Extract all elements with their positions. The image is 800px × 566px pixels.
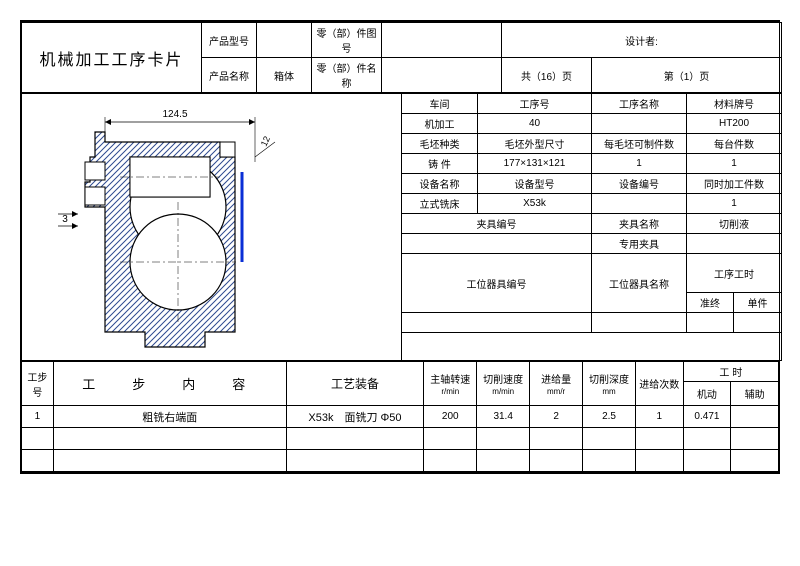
coolant xyxy=(687,234,782,254)
row-speed: 31.4 xyxy=(477,406,530,428)
row-feed: 2 xyxy=(530,406,583,428)
row-passes: 1 xyxy=(635,406,683,428)
tool-name xyxy=(592,313,687,333)
equip-name: 立式铣床 xyxy=(402,194,478,214)
process-name-label: 工序名称 xyxy=(592,94,687,114)
product-model xyxy=(257,23,312,58)
page-no: 第（1）页 xyxy=(592,58,782,93)
col-passes: 进给次数 xyxy=(635,362,683,406)
product-name: 箱体 xyxy=(257,58,312,93)
part-drawing-no xyxy=(382,23,502,58)
part-name xyxy=(382,58,502,93)
col-tooling: 工艺装备 xyxy=(286,362,424,406)
blank-count: 1 xyxy=(592,154,687,174)
part-name-label: 零（部）件名称 xyxy=(312,58,382,93)
workshop-label: 车间 xyxy=(402,94,478,114)
per-unit-label: 每台件数 xyxy=(687,134,782,154)
product-name-label: 产品名称 xyxy=(202,58,257,93)
tool-no-label: 工位器具编号 xyxy=(402,254,592,313)
row-mach: 0.471 xyxy=(683,406,731,428)
row-depth: 2.5 xyxy=(583,406,636,428)
row-aux xyxy=(731,406,779,428)
table-row xyxy=(22,450,779,472)
col-time: 工 时 xyxy=(683,362,778,382)
mid-table: 124.5 12 3 xyxy=(21,93,782,361)
coolant-label: 切削液 xyxy=(687,214,782,234)
col-spindle: 主轴转速r/min xyxy=(424,362,477,406)
simul-label: 同时加工件数 xyxy=(687,174,782,194)
row-spindle: 200 xyxy=(424,406,477,428)
material: HT200 xyxy=(687,114,782,134)
equip-no-label: 设备编号 xyxy=(592,174,687,194)
prep-label: 准终 xyxy=(687,293,734,313)
col-cut-speed: 切削速度m/min xyxy=(477,362,530,406)
process-no: 40 xyxy=(478,114,592,134)
fixture-no-label: 夹具编号 xyxy=(402,214,592,234)
prep-time xyxy=(687,313,734,333)
equip-name-label: 设备名称 xyxy=(402,174,478,194)
card-title: 机械加工工序卡片 xyxy=(22,23,202,93)
tool-name-label: 工位器具名称 xyxy=(592,254,687,313)
blank-type: 铸 件 xyxy=(402,154,478,174)
part-drawing: 124.5 12 3 xyxy=(30,102,300,352)
blank-size: 177×131×121 xyxy=(478,154,592,174)
time-label: 工序工时 xyxy=(687,254,782,293)
unit-time xyxy=(734,313,782,333)
drawing-area: 124.5 12 3 xyxy=(22,94,402,361)
product-model-label: 产品型号 xyxy=(202,23,257,58)
workshop: 机加工 xyxy=(402,114,478,134)
header-table: 机械加工工序卡片 产品型号 零（部）件图号 设计者: 产品名称 箱体 零（部）件… xyxy=(21,22,782,93)
simul: 1 xyxy=(687,194,782,214)
fixture-name: 专用夹具 xyxy=(592,234,687,254)
tool-no xyxy=(402,313,592,333)
equip-no xyxy=(592,194,687,214)
table-row: 1 粗铣右端面 X53k 面铣刀 Φ50 200 31.4 2 2.5 1 0.… xyxy=(22,406,779,428)
col-aux: 辅助 xyxy=(731,382,779,406)
row-no: 1 xyxy=(22,406,54,428)
col-step-no: 工步号 xyxy=(22,362,54,406)
process-card-sheet: 机械加工工序卡片 产品型号 零（部）件图号 设计者: 产品名称 箱体 零（部）件… xyxy=(20,20,780,474)
fixture-name-label: 夹具名称 xyxy=(592,214,687,234)
total-pages: 共（16）页 xyxy=(502,58,592,93)
unit-label: 单件 xyxy=(734,293,782,313)
fixture-no xyxy=(402,234,592,254)
material-label: 材料牌号 xyxy=(687,94,782,114)
col-feed: 进给量mm/r xyxy=(530,362,583,406)
designer-label: 设计者: xyxy=(502,23,782,58)
col-mach: 机动 xyxy=(683,382,731,406)
blank-size-label: 毛坯外型尺寸 xyxy=(478,134,592,154)
col-step-content: 工 步 内 容 xyxy=(53,362,286,406)
dim-3: 3 xyxy=(62,214,68,225)
process-no-label: 工序号 xyxy=(478,94,592,114)
process-name xyxy=(592,114,687,134)
row-content: 粗铣右端面 xyxy=(53,406,286,428)
table-row xyxy=(22,428,779,450)
per-unit: 1 xyxy=(687,154,782,174)
dim-124-5: 124.5 xyxy=(162,109,187,120)
steps-table: 工步号 工 步 内 容 工艺装备 主轴转速r/min 切削速度m/min 进给量… xyxy=(21,361,779,472)
part-drawing-no-label: 零（部）件图号 xyxy=(312,23,382,58)
blank-count-label: 每毛坯可制件数 xyxy=(592,134,687,154)
equip-model-label: 设备型号 xyxy=(478,174,592,194)
equip-model: X53k xyxy=(478,194,592,214)
col-depth: 切削深度mm xyxy=(583,362,636,406)
blank-type-label: 毛坯种类 xyxy=(402,134,478,154)
row-tooling: X53k 面铣刀 Φ50 xyxy=(286,406,424,428)
